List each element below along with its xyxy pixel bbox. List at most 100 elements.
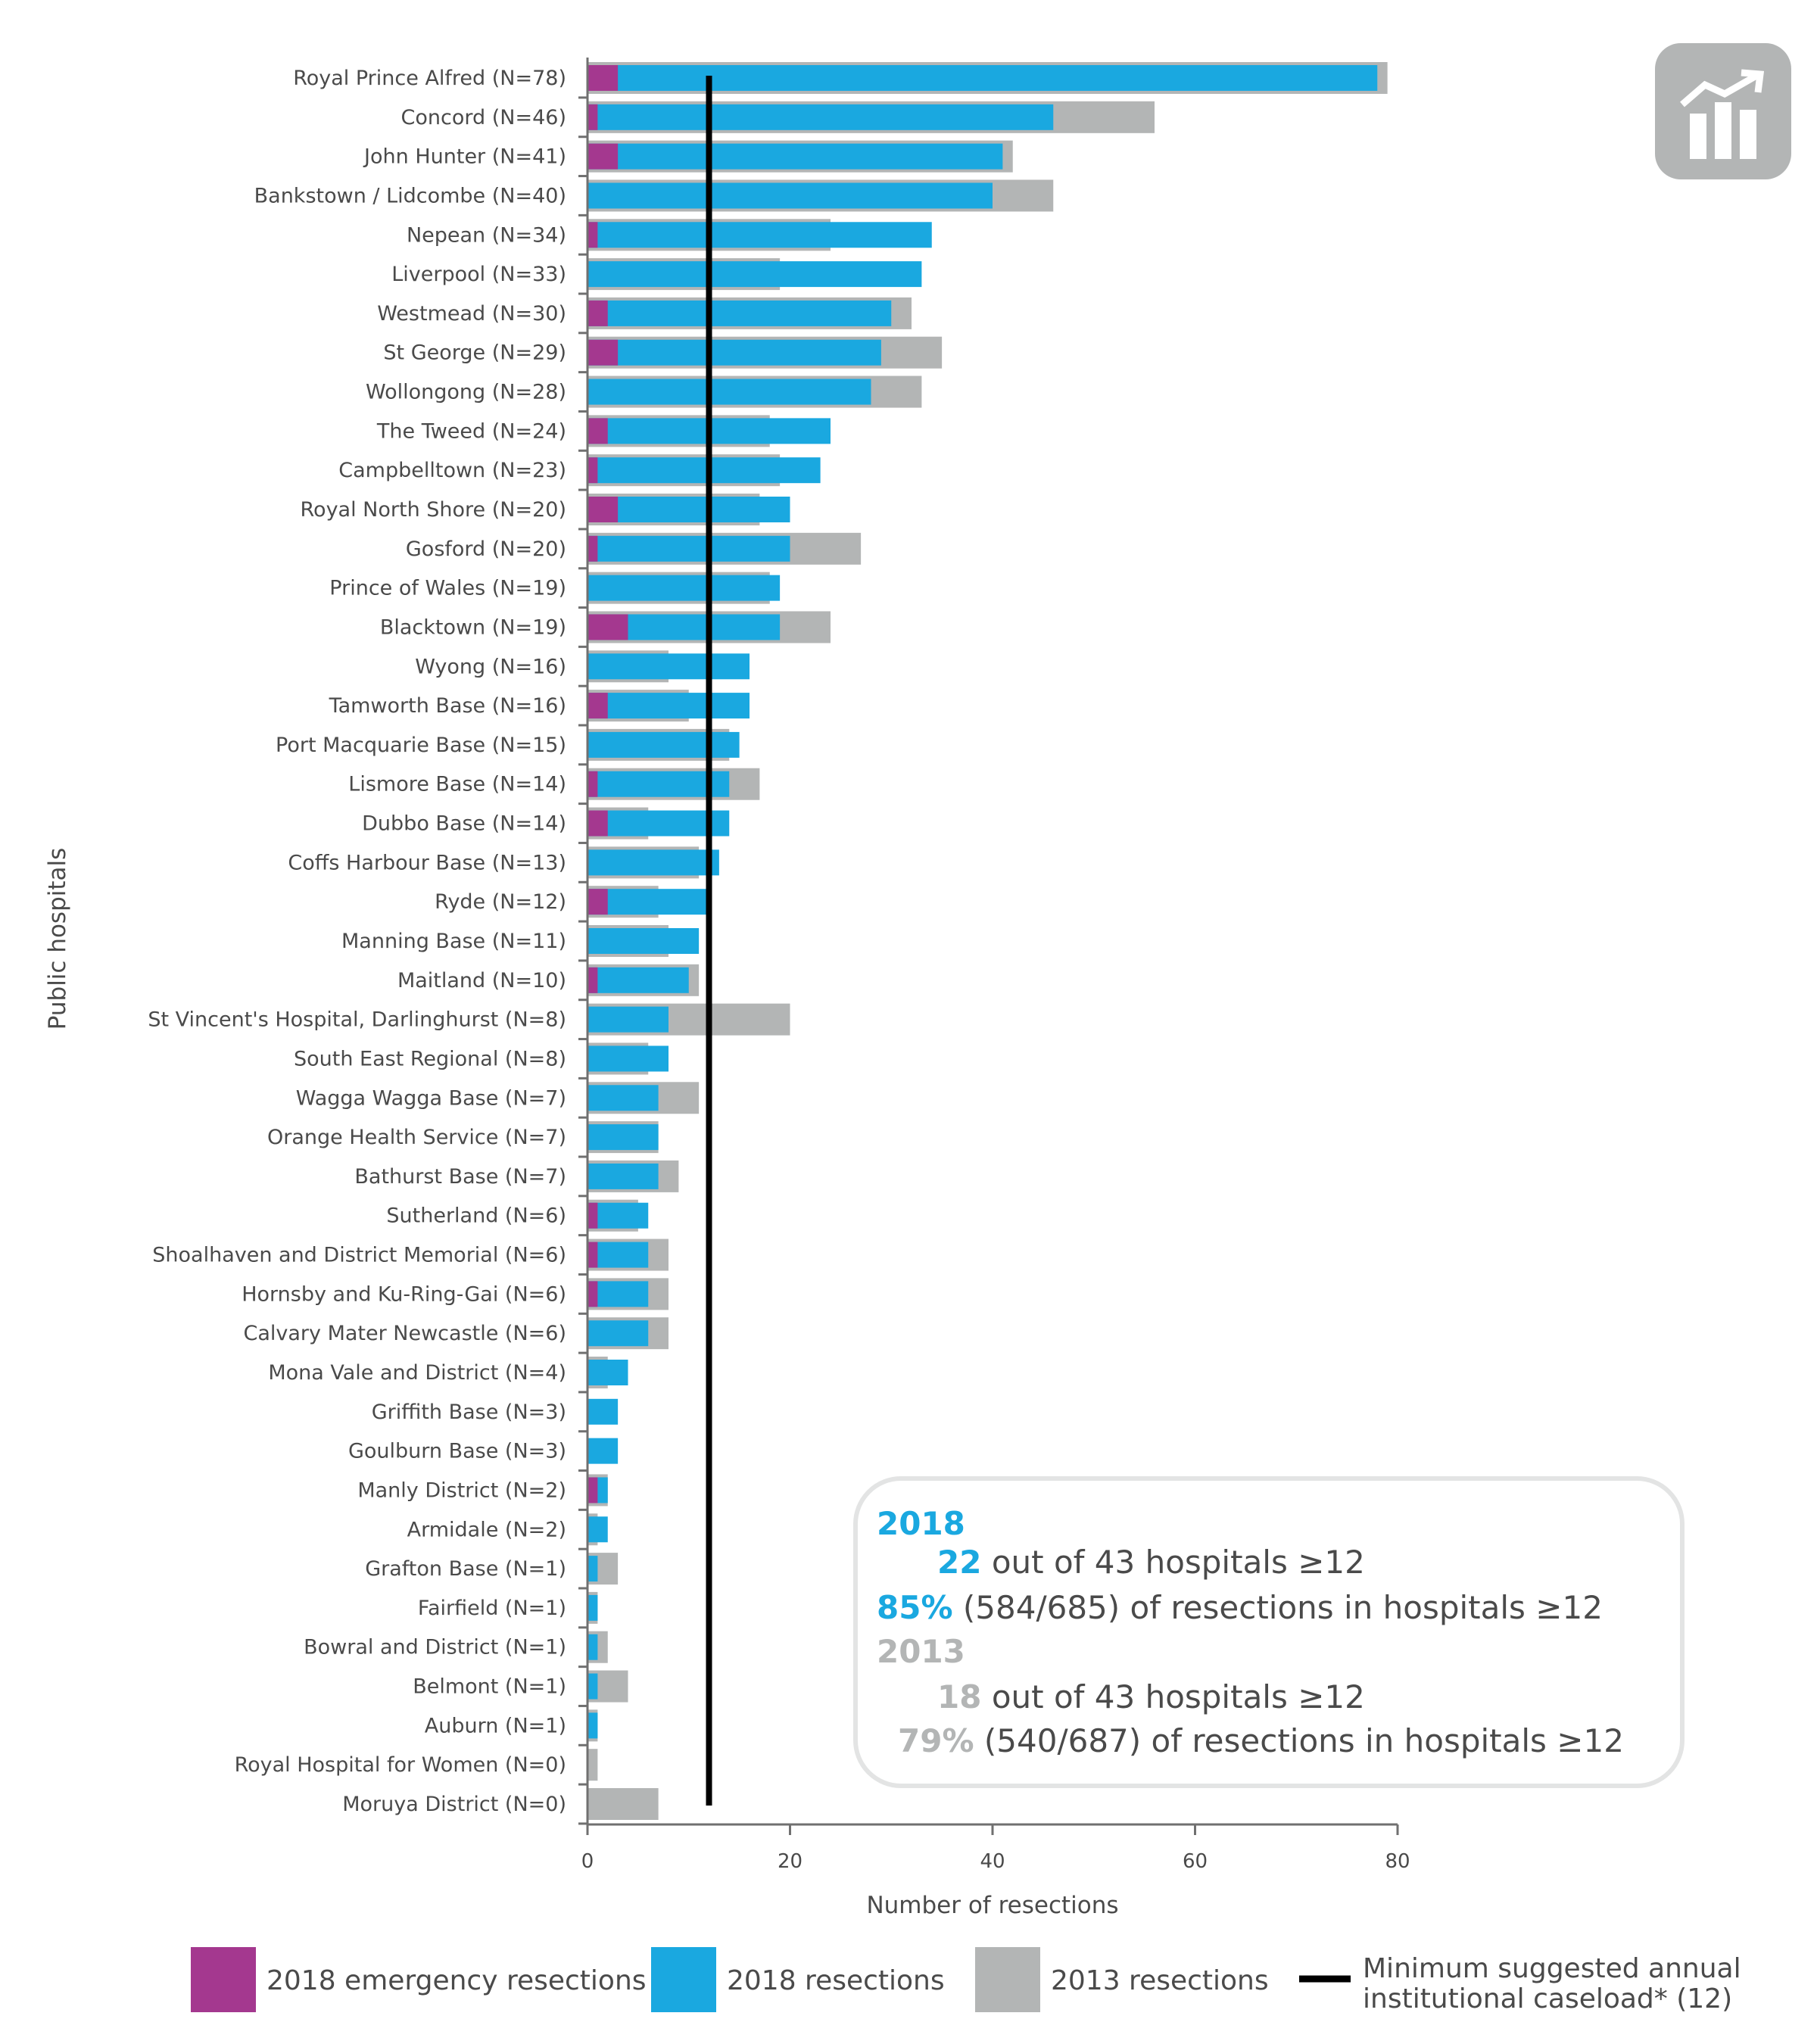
bar-2018 <box>587 1712 598 1739</box>
category-labels: Royal Prince Alfred (N=78) Concord (N=46)… <box>148 67 566 1816</box>
bar-emergency-2018 <box>587 810 608 837</box>
x-tick-label: 0 <box>581 1850 594 1873</box>
bar-emergency-2018 <box>587 457 598 484</box>
summary-box: 2018 22 out of 43 hospitals ≥12 85% (584… <box>853 1476 1685 1788</box>
bar-emergency-2018 <box>587 889 608 915</box>
bar-2018 <box>587 1398 619 1425</box>
bar-2018 <box>587 967 689 993</box>
bar-emergency-2018 <box>587 300 608 326</box>
category-label: Prince of Wales (N=19) <box>329 577 566 600</box>
legend: 2018 emergency resections 2018 resection… <box>191 1947 1741 2014</box>
bar-2018 <box>587 1556 598 1582</box>
category-label: Fairfield (N=1) <box>418 1597 566 1620</box>
bar-2018 <box>587 143 1003 170</box>
category-label: Royal Hospital for Women (N=0) <box>235 1753 566 1777</box>
y-axis-title: Public hospitals <box>44 848 71 1030</box>
bar-emergency-2018 <box>587 143 619 170</box>
bar-2018 <box>587 497 790 522</box>
bar-emergency-2018 <box>587 65 619 91</box>
bar-2018 <box>587 1516 608 1543</box>
legend-swatch-2013 <box>975 1947 1040 2012</box>
bar-2018 <box>587 300 892 326</box>
bar-2018 <box>587 1006 669 1033</box>
summary-count-2018: 22 out of 43 hospitals ≥12 <box>937 1544 1365 1581</box>
category-label: Wagga Wagga Base (N=7) <box>296 1086 566 1110</box>
bar-2018 <box>587 222 932 248</box>
bar-emergency-2018 <box>587 1242 598 1268</box>
category-label: Gosford (N=20) <box>406 537 566 561</box>
bar-2018 <box>587 182 993 209</box>
category-label: Griffith Base (N=3) <box>372 1401 566 1424</box>
bar-emergency-2018 <box>587 339 619 366</box>
bar-emergency-2018 <box>587 614 628 640</box>
bar-2018 <box>587 1673 598 1700</box>
summary-year-2018: 2018 <box>877 1505 965 1542</box>
category-label: Goulburn Base (N=3) <box>348 1440 566 1463</box>
bar-emergency-2018 <box>587 1202 598 1229</box>
bar-emergency-2018 <box>587 418 608 444</box>
summary-pct-2013: 79% (540/687) of resections in hospitals… <box>898 1722 1624 1759</box>
category-label: Mona Vale and District (N=4) <box>268 1361 566 1385</box>
category-label: Calvary Mater Newcastle (N=6) <box>243 1322 566 1345</box>
category-label: Maitland (N=10) <box>397 969 566 992</box>
x-tick-label: 20 <box>778 1850 803 1873</box>
bar-2018 <box>587 1045 669 1072</box>
category-label: Lismore Base (N=14) <box>348 773 566 796</box>
category-label: Auburn (N=1) <box>425 1714 566 1737</box>
bar-2018 <box>587 1438 619 1464</box>
x-tick-label: 60 <box>1183 1850 1208 1873</box>
category-label: Bathurst Base (N=7) <box>354 1165 566 1189</box>
category-label: Campbelltown (N=23) <box>338 459 566 482</box>
category-label: Royal North Shore (N=20) <box>301 498 567 522</box>
bar-emergency-2018 <box>587 1281 598 1307</box>
bar-emergency-2018 <box>587 104 598 130</box>
category-label: Port Macquarie Base (N=15) <box>276 734 566 757</box>
bar-2018 <box>587 1634 598 1660</box>
category-label: Manning Base (N=11) <box>341 930 566 953</box>
category-label: Grafton Base (N=1) <box>365 1557 566 1581</box>
bar-emergency-2018 <box>587 222 598 248</box>
category-label: Belmont (N=1) <box>413 1675 566 1699</box>
x-axis-title: Number of resections <box>866 1892 1118 1919</box>
category-label: Wollongong (N=28) <box>366 381 566 404</box>
category-label: Blacktown (N=19) <box>380 615 566 639</box>
bar-emergency-2018 <box>587 497 619 522</box>
bar-2018 <box>587 693 750 719</box>
category-label: Manly District (N=2) <box>357 1478 566 1502</box>
bar-emergency-2018 <box>587 771 598 797</box>
bar-2018 <box>587 104 1054 130</box>
bar-2018 <box>587 379 871 405</box>
bar-emergency-2018 <box>587 967 598 993</box>
category-label: Moruya District (N=0) <box>342 1793 566 1816</box>
bar-2018 <box>587 771 730 797</box>
category-label: Nepean (N=34) <box>407 223 566 247</box>
category-label: Royal Prince Alfred (N=78) <box>293 67 566 90</box>
chart-trend-icon <box>1655 43 1791 179</box>
bar-2018 <box>587 261 922 288</box>
legend-label-emergency-2018: 2018 emergency resections <box>266 1965 647 1996</box>
bar-2018 <box>587 1085 659 1111</box>
legend-label-2013: 2013 resections <box>1051 1965 1269 1996</box>
category-label: John Hunter (N=41) <box>363 145 566 169</box>
category-label: Orange Health Service (N=7) <box>267 1126 566 1149</box>
bar-2018 <box>587 1594 598 1621</box>
category-label: Westmead (N=30) <box>377 302 566 326</box>
legend-label-2018: 2018 resections <box>727 1965 945 1996</box>
category-label: Coffs Harbour Base (N=13) <box>288 851 566 874</box>
bar-2013 <box>587 1749 598 1781</box>
legend-label-threshold-2: institutional caseload* (12) <box>1363 1983 1732 2014</box>
bar-emergency-2018 <box>587 693 608 719</box>
bar-2013 <box>587 1788 659 1820</box>
category-label: Concord (N=46) <box>401 106 566 129</box>
bar-2018 <box>587 575 781 601</box>
bar-2018 <box>587 1124 659 1151</box>
legend-label-threshold-1: Minimum suggested annual <box>1363 1953 1741 1984</box>
category-label: St George (N=29) <box>383 341 566 365</box>
bar-emergency-2018 <box>587 1477 598 1503</box>
category-label: Wyong (N=16) <box>415 655 566 678</box>
category-label: Hornsby and Ku-Ring-Gai (N=6) <box>242 1282 566 1306</box>
bar-2018 <box>587 457 821 484</box>
bar-2018 <box>587 65 1378 91</box>
bars-layer <box>578 62 1388 1825</box>
